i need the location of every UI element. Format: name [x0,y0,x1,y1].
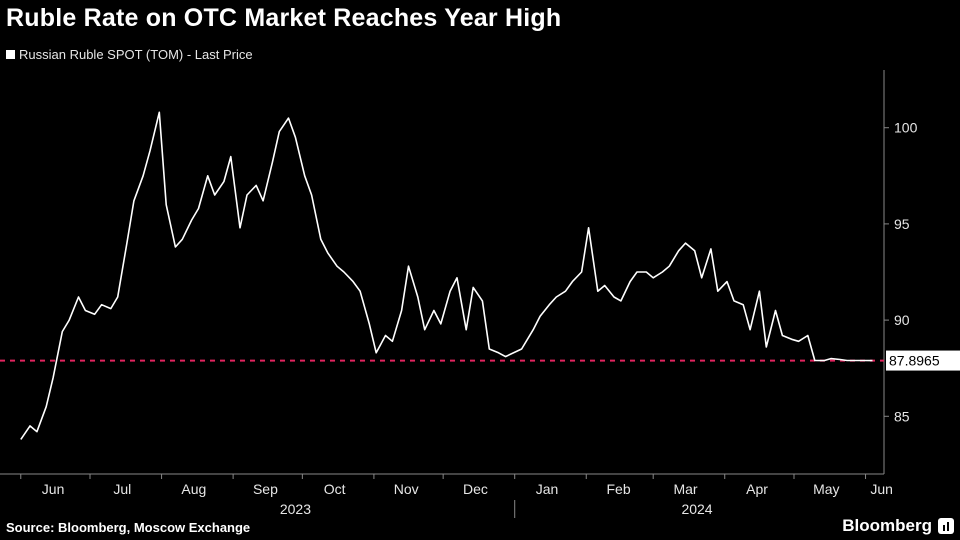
axes [0,70,889,518]
source-note: Source: Bloomberg, Moscow Exchange [6,520,251,535]
x-tick-label: Apr [746,481,768,497]
bloomberg-logo: Bloomberg [842,516,932,535]
y-tick-label: 95 [894,216,910,232]
x-tick-label: May [813,481,839,497]
reference-line-group: 87.8965 [0,350,960,371]
x-tick-label: Aug [181,481,206,497]
x-tick-label: Jun [42,481,65,497]
bloomberg-chart-icon [938,518,954,534]
x-tick-label: Oct [324,481,346,497]
chart-title: Ruble Rate on OTC Market Reaches Year Hi… [6,4,562,32]
x-tick-label: Jan [536,481,559,497]
y-tick-label: 85 [894,408,910,424]
legend-label: Russian Ruble SPOT (TOM) - Last Price [19,47,253,62]
x-tick-label: Feb [607,481,631,497]
year-label: 2023 [280,501,311,517]
legend: Russian Ruble SPOT (TOM) - Last Price [6,47,253,62]
legend-swatch [6,50,15,59]
series-line [20,111,873,440]
x-tick-label: Dec [463,481,488,497]
y-tick-label: 100 [894,120,918,136]
axis-labels: 85 90 95 100 Jun Jul Aug Sep Oct Nov Dec Jan Feb Mar A… [42,120,918,517]
reference-label: 87.8965 [889,353,940,369]
x-tick-label: Nov [394,481,419,497]
x-tick-label: Jun [870,481,893,497]
series-group [20,111,873,440]
x-tick-label: Sep [253,481,278,497]
y-tick-label: 90 [894,312,910,328]
reference-label-box [886,350,960,371]
x-tick-label: Jul [113,481,131,497]
year-label: 2024 [681,501,712,517]
x-tick-label: Mar [673,481,697,497]
